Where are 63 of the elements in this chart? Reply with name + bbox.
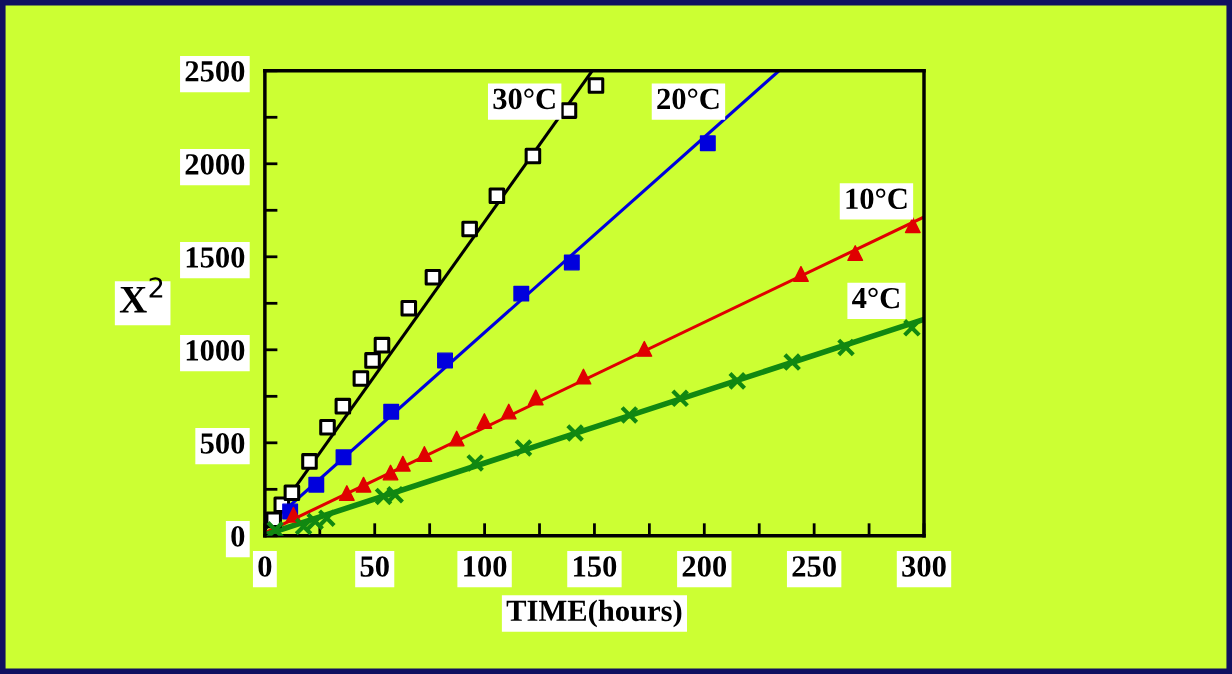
y-tick-label: 2500 <box>185 61 245 82</box>
x-tick-label: 250 <box>792 556 836 577</box>
point <box>904 217 921 234</box>
series-label: 4°C <box>852 287 899 309</box>
point <box>699 135 716 152</box>
point <box>524 147 542 165</box>
point <box>636 340 653 357</box>
point <box>575 368 592 385</box>
point <box>563 254 580 271</box>
point <box>394 455 411 472</box>
point <box>620 405 639 425</box>
point <box>847 245 864 262</box>
x-tick-label: 0 <box>258 556 272 577</box>
point <box>335 449 352 466</box>
x-tick-label: 300 <box>902 556 946 577</box>
point <box>334 397 352 415</box>
point <box>283 484 301 501</box>
point <box>836 338 856 357</box>
point <box>465 453 485 473</box>
x-tick-label: 200 <box>682 556 727 577</box>
series-label: 10°C <box>846 188 907 210</box>
point <box>448 430 465 447</box>
point <box>301 453 318 470</box>
series-label: 20°C <box>657 88 719 110</box>
y-axis-title: X$^{2}$ <box>119 277 163 313</box>
x-axis-title: TIME(hours) <box>506 599 682 628</box>
point <box>500 403 517 420</box>
point <box>670 388 690 408</box>
point <box>352 370 370 387</box>
point <box>587 77 605 94</box>
point <box>782 352 802 372</box>
point <box>488 187 506 205</box>
y-tick-label: 1000 <box>186 340 245 361</box>
point <box>527 389 544 406</box>
point <box>437 352 454 369</box>
point <box>461 220 478 238</box>
point <box>902 318 922 338</box>
point <box>383 403 400 420</box>
point <box>382 464 399 481</box>
x-tick-label: 50 <box>360 556 389 577</box>
point <box>514 438 533 458</box>
point <box>338 485 355 502</box>
y-tick-label: 500 <box>200 433 245 454</box>
point <box>373 336 391 354</box>
point <box>400 300 418 317</box>
point <box>476 413 493 430</box>
point <box>416 446 433 462</box>
point <box>319 418 336 436</box>
point <box>355 476 372 493</box>
point <box>513 285 530 302</box>
point <box>364 352 381 369</box>
x-tick-label: 150 <box>573 556 617 577</box>
point <box>308 476 325 493</box>
point <box>727 371 747 391</box>
y-tick-label: 0 <box>231 526 245 547</box>
x-tick-label: 100 <box>464 556 507 577</box>
series-label: 30°C <box>493 88 555 110</box>
y-tick-label: 1500 <box>186 247 245 268</box>
y-tick-label: 2000 <box>185 154 245 175</box>
point <box>792 265 809 282</box>
point <box>560 102 578 119</box>
point <box>424 268 442 286</box>
point <box>565 423 585 443</box>
